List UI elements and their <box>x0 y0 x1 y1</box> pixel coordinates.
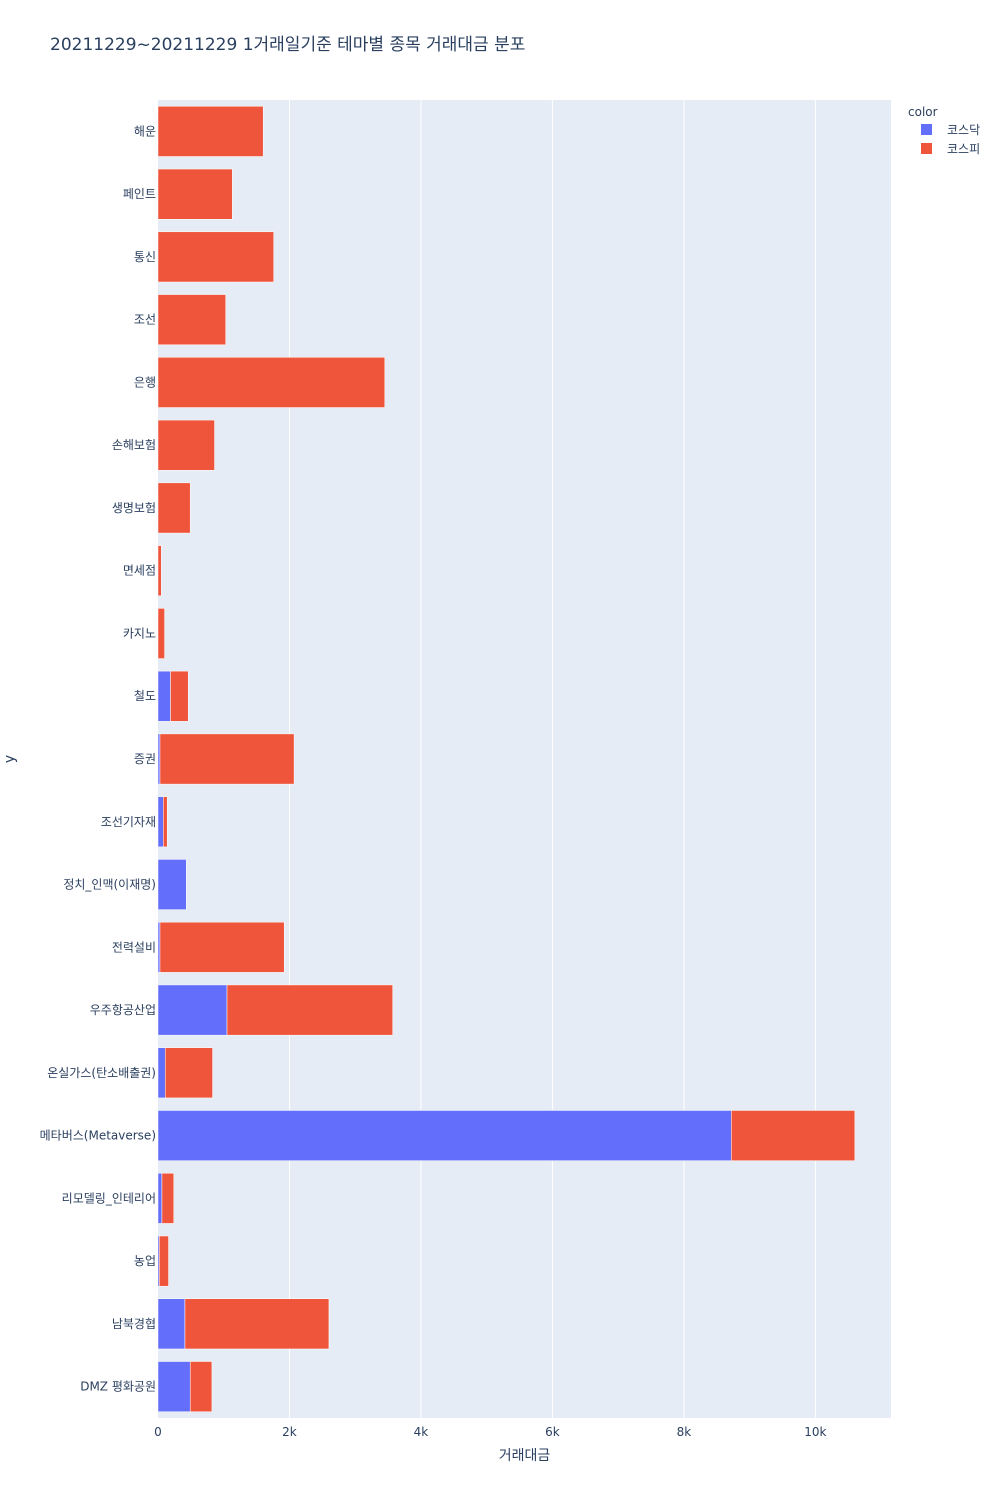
bar <box>157 1110 732 1161</box>
bar <box>159 1235 169 1287</box>
x-tick-label: 6k <box>545 1425 560 1439</box>
bar <box>157 168 233 220</box>
bar <box>157 1361 191 1412</box>
y-axis-title: y <box>2 755 18 763</box>
y-tick-label: 카지노 <box>123 626 156 640</box>
bar <box>157 294 226 346</box>
y-tick-label: 남북경협 <box>112 1317 156 1331</box>
x-axis-ticks: 0 2k 4k 6k 8k 10k <box>154 1425 826 1439</box>
chart-title: 20211229~20211229 1거래일기준 테마별 종목 거래대금 분포 <box>50 35 525 55</box>
legend-title: color <box>908 105 938 119</box>
bar <box>157 106 264 157</box>
y-tick-label: 농업 <box>134 1254 156 1268</box>
y-tick-label: 해운 <box>134 124 156 138</box>
bar <box>157 921 161 973</box>
bar <box>157 984 228 1036</box>
bar <box>731 1110 856 1161</box>
bar <box>226 984 393 1036</box>
bar <box>164 1047 213 1099</box>
y-tick-label: 페인트 <box>123 187 156 201</box>
y-tick-label: 면세점 <box>123 564 156 578</box>
legend-label: 코스피 <box>947 142 980 156</box>
bar <box>161 1172 175 1224</box>
legend-swatch <box>921 143 932 154</box>
bar <box>157 1298 186 1350</box>
bar <box>157 733 161 785</box>
bar <box>189 1361 213 1412</box>
y-tick-label: 우주항공산업 <box>90 1003 156 1017</box>
y-tick-label: 메타버스(Metaverse) <box>40 1129 156 1143</box>
x-tick-label: 2k <box>282 1425 297 1439</box>
bar <box>157 670 171 722</box>
y-tick-label: 손해보험 <box>112 438 156 452</box>
x-tick-label: 0 <box>154 1425 162 1439</box>
x-tick-label: 8k <box>677 1425 692 1439</box>
x-axis-title: 거래대금 <box>499 1448 551 1464</box>
bar <box>157 608 165 659</box>
y-tick-label: 온실가스(탄소배출권) <box>47 1066 156 1080</box>
x-tick-label: 10k <box>804 1425 826 1439</box>
bar <box>157 357 386 408</box>
bar <box>184 1298 330 1350</box>
y-tick-label: 리모델링_인테리어 <box>62 1191 156 1205</box>
y-tick-label: 생명보험 <box>112 501 156 515</box>
y-tick-label: 조선기자재 <box>101 815 156 829</box>
bar <box>157 482 191 534</box>
bar <box>157 231 274 283</box>
y-tick-label: 전력설비 <box>112 940 156 954</box>
bar <box>157 1047 166 1099</box>
bar <box>159 733 295 785</box>
y-tick-label: 정치_인맥(이재명) <box>63 878 156 892</box>
bar <box>157 1172 163 1224</box>
y-tick-label: 통신 <box>134 250 156 264</box>
y-tick-label: DMZ 평화공원 <box>80 1380 156 1394</box>
bar <box>157 796 164 848</box>
legend-label: 코스닥 <box>947 123 980 137</box>
y-tick-label: 증권 <box>134 752 156 766</box>
legend-swatch <box>921 124 932 135</box>
y-tick-label: 조선 <box>134 313 156 327</box>
y-tick-label: 은행 <box>134 374 156 389</box>
x-tick-label: 4k <box>414 1425 429 1439</box>
bar <box>159 921 285 973</box>
y-axis-ticks: 해운페인트통신조선은행손해보험생명보험면세점카지노철도증권조선기자재정치_인맥(… <box>40 124 156 1393</box>
bar <box>170 670 189 722</box>
bar-layer <box>157 106 856 1412</box>
bar <box>157 545 162 597</box>
bar <box>157 419 215 471</box>
bar <box>157 859 187 910</box>
bar <box>163 796 168 848</box>
y-tick-label: 철도 <box>134 689 156 703</box>
